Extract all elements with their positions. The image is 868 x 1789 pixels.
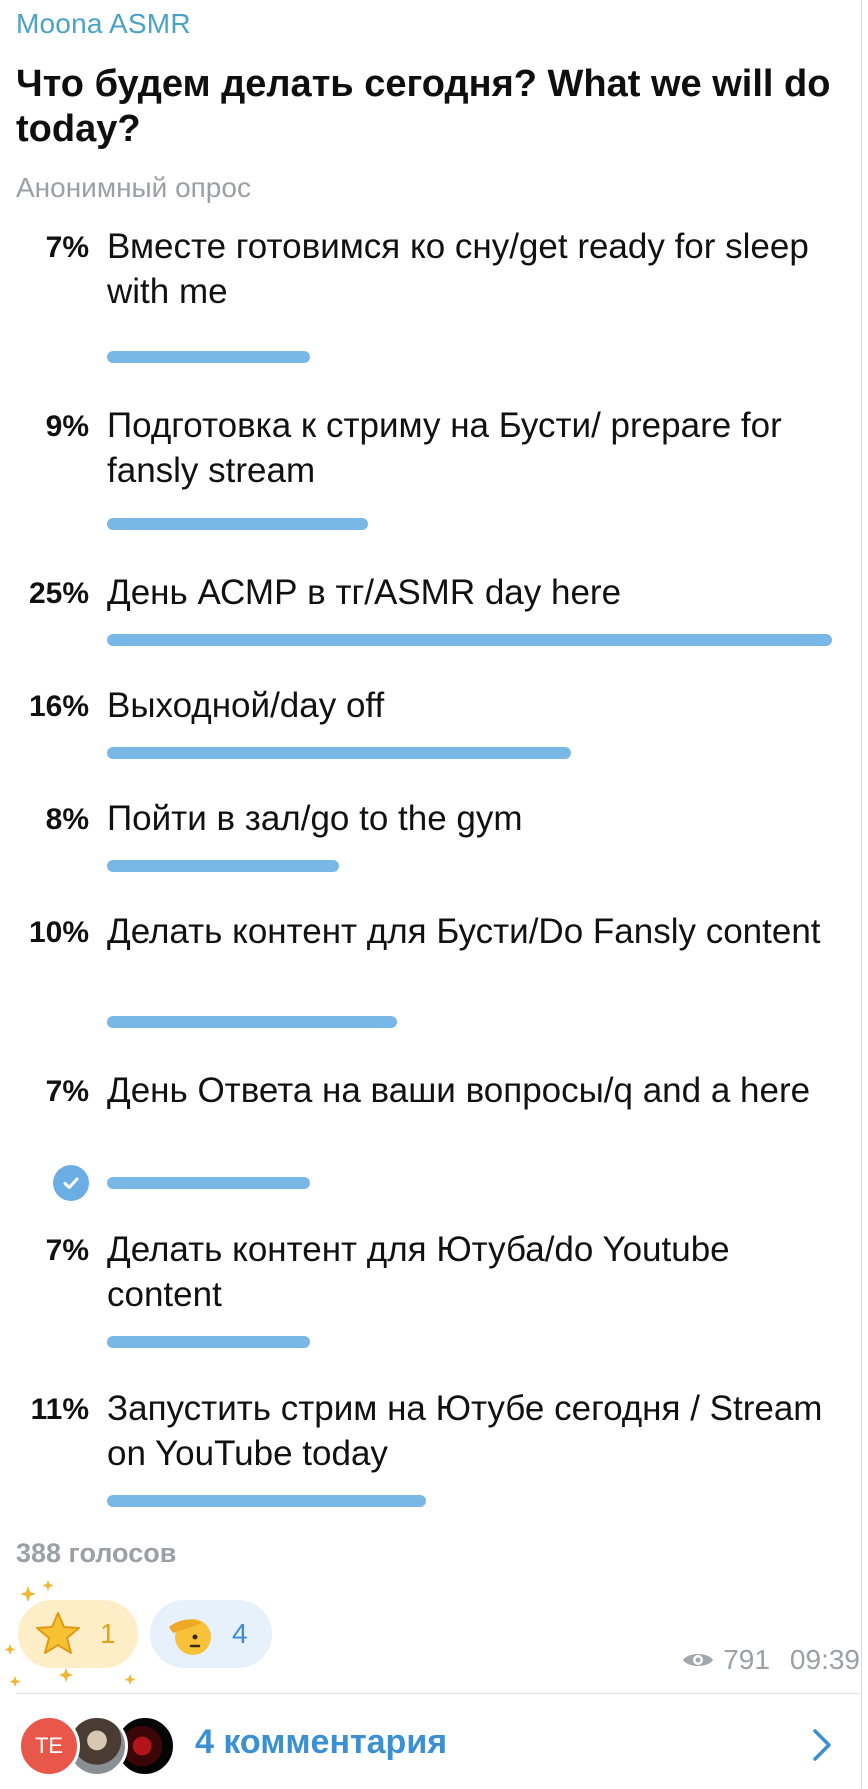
comments-button[interactable]: TE 4 комментария	[0, 1705, 860, 1785]
message-meta: 791 09:39	[681, 1644, 860, 1676]
option-result-bar	[107, 860, 832, 872]
option-text: Делать контент для Ютуба/do Youtube cont…	[107, 1230, 730, 1314]
comments-label: 4 комментария	[195, 1723, 448, 1761]
option-text: День АСМР в тг/ASMR day here	[107, 573, 622, 612]
option-text: Делать контент для Бусти/Do Fansly conte…	[107, 912, 821, 951]
option-result-bar	[107, 747, 832, 759]
option-percent: 10%	[28, 916, 89, 949]
option-result-bar	[107, 1336, 832, 1348]
option-text: Выходной/day off	[107, 686, 385, 725]
star-emoji-icon	[30, 1606, 86, 1662]
avatar: TE	[18, 1715, 80, 1777]
checkmark-icon	[53, 1165, 89, 1201]
reaction-count: 1	[100, 1618, 116, 1649]
option-bar-fill	[107, 1016, 397, 1028]
option-result-bar	[107, 518, 832, 530]
saluting-face-emoji-icon	[162, 1606, 218, 1662]
option-text: Пойти в зал/go to the gym	[107, 799, 523, 838]
option-percent: 25%	[28, 577, 89, 610]
chevron-right-icon	[802, 1725, 842, 1765]
eye-icon	[681, 1649, 715, 1671]
channel-name[interactable]: Moona ASMR	[16, 8, 191, 39]
option-result-bar	[107, 351, 832, 363]
option-bar-fill	[107, 860, 339, 872]
option-percent: 16%	[28, 690, 89, 723]
option-bar-fill	[107, 1177, 310, 1189]
option-text: Запустить стрим на Ютубе сегодня / Strea…	[107, 1389, 823, 1473]
reaction-salute[interactable]: 4	[150, 1600, 272, 1668]
avatar-initials: TE	[34, 1733, 64, 1758]
poll-question: Что будем делать сегодня? What we will d…	[16, 63, 831, 150]
option-percent: 8%	[45, 803, 89, 836]
option-percent: 7%	[45, 1075, 89, 1108]
total-votes: 388 голосов	[16, 1538, 177, 1568]
option-bar-fill	[107, 634, 832, 646]
option-text: Вместе готовимся ко сну/get ready for sl…	[107, 227, 809, 311]
reaction-count: 4	[232, 1618, 248, 1649]
option-result-bar	[107, 1495, 832, 1507]
option-result-bar	[107, 634, 832, 646]
option-percent: 7%	[45, 1234, 89, 1267]
message-edge	[861, 0, 862, 1789]
option-bar-fill	[107, 747, 571, 759]
reaction-star[interactable]: 1	[18, 1600, 138, 1668]
option-bar-fill	[107, 1336, 310, 1348]
option-percent: 9%	[45, 410, 89, 443]
message-time: 09:39	[789, 1644, 860, 1675]
option-bar-fill	[107, 1495, 426, 1507]
option-result-bar	[107, 1016, 832, 1028]
divider	[16, 1693, 860, 1694]
view-count: 791	[723, 1644, 770, 1675]
option-percent: 11%	[30, 1393, 89, 1426]
option-bar-fill	[107, 518, 368, 530]
option-text: Подготовка к стриму на Бусти/ prepare fo…	[107, 406, 782, 490]
option-bar-fill	[107, 351, 310, 363]
poll-type-label: Анонимный опрос	[16, 172, 251, 203]
option-percent: 7%	[45, 231, 89, 264]
option-result-bar	[107, 1177, 832, 1189]
option-text: День Ответа на ваши вопросы/q and a here	[107, 1071, 811, 1110]
